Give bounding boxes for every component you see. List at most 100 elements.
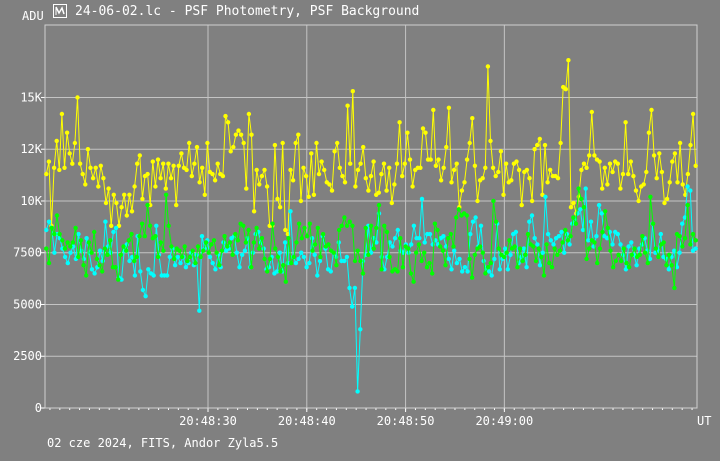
data-point [155, 254, 161, 260]
data-point [353, 184, 358, 189]
data-point [407, 157, 413, 162]
data-point [441, 234, 446, 239]
data-point [193, 260, 198, 266]
data-point [446, 256, 451, 262]
data-point [417, 236, 422, 241]
data-point [153, 184, 158, 189]
data-point [70, 240, 76, 245]
data-point [254, 167, 259, 173]
data-point [293, 140, 298, 146]
data-point [672, 248, 677, 253]
data-point [620, 171, 626, 177]
y-tick-label: 2500 [13, 349, 42, 363]
data-point [113, 225, 119, 231]
data-point [581, 161, 587, 166]
data-point [449, 180, 454, 185]
data-point [478, 223, 484, 228]
data-point [52, 250, 57, 255]
x-tick-label: 20:49:00 [475, 414, 533, 428]
data-point [680, 182, 685, 187]
data-point [641, 182, 646, 187]
data-point [623, 120, 628, 125]
lightcurve-app-icon[interactable] [53, 4, 67, 18]
data-point [175, 254, 180, 260]
data-point [52, 231, 57, 237]
data-point [205, 140, 210, 146]
data-point [515, 265, 520, 270]
data-point [189, 173, 194, 179]
data-point [516, 167, 522, 173]
data-point [49, 225, 54, 231]
data-point [118, 252, 124, 257]
data-point [685, 202, 690, 208]
data-point [102, 246, 108, 251]
data-point [405, 130, 410, 135]
data-point [488, 138, 493, 144]
data-point [270, 221, 275, 226]
data-point [257, 182, 262, 187]
series-1-line [45, 60, 697, 236]
data-point [114, 200, 119, 206]
y-tick-label: 10K [20, 194, 42, 208]
data-point [472, 252, 477, 257]
data-point [75, 95, 80, 100]
data-point [555, 252, 560, 257]
data-point [446, 105, 452, 111]
data-point [113, 265, 118, 270]
data-point [654, 176, 659, 181]
data-point [44, 246, 49, 251]
data-point [187, 140, 192, 146]
data-point [524, 265, 529, 270]
data-point [449, 267, 454, 272]
data-point [672, 285, 677, 291]
data-point [537, 136, 542, 142]
data-point [213, 267, 218, 272]
series-3 [44, 186, 698, 291]
data-point [299, 236, 304, 241]
data-point [277, 250, 282, 255]
data-point [444, 144, 449, 150]
data-point [693, 163, 698, 168]
data-point [336, 227, 342, 233]
data-point [296, 256, 301, 262]
data-point [358, 161, 363, 166]
data-point [307, 260, 312, 266]
data-point [389, 200, 394, 206]
data-point [327, 182, 332, 187]
data-point [289, 260, 294, 266]
data-point [427, 260, 432, 266]
data-point [171, 256, 177, 262]
series-layer [44, 58, 698, 394]
data-point [402, 161, 407, 166]
data-point [302, 225, 307, 231]
data-point [322, 167, 327, 173]
data-point [129, 231, 134, 237]
title-bar: 24-06-02.lc - PSF Photometry, PSF Backgr… [0, 0, 720, 24]
data-point [646, 130, 652, 135]
data-point [633, 188, 639, 193]
data-point [509, 178, 514, 183]
data-point [414, 250, 419, 255]
data-point [549, 265, 555, 270]
data-point [138, 269, 143, 274]
data-point [497, 267, 502, 272]
data-point [472, 163, 478, 168]
data-point [467, 140, 472, 146]
data-point [337, 165, 342, 170]
data-point [86, 240, 92, 245]
data-point [298, 198, 304, 204]
data-point [501, 254, 507, 260]
data-point [628, 159, 633, 164]
data-point [379, 254, 384, 260]
data-point [171, 163, 176, 168]
data-point [435, 227, 440, 233]
data-point [288, 209, 293, 214]
data-point [498, 149, 504, 154]
data-point [259, 173, 265, 179]
data-point [219, 248, 225, 253]
data-point [316, 171, 322, 177]
data-point [225, 120, 231, 125]
data-point [379, 171, 384, 177]
data-point [636, 198, 641, 204]
data-point [647, 256, 653, 262]
